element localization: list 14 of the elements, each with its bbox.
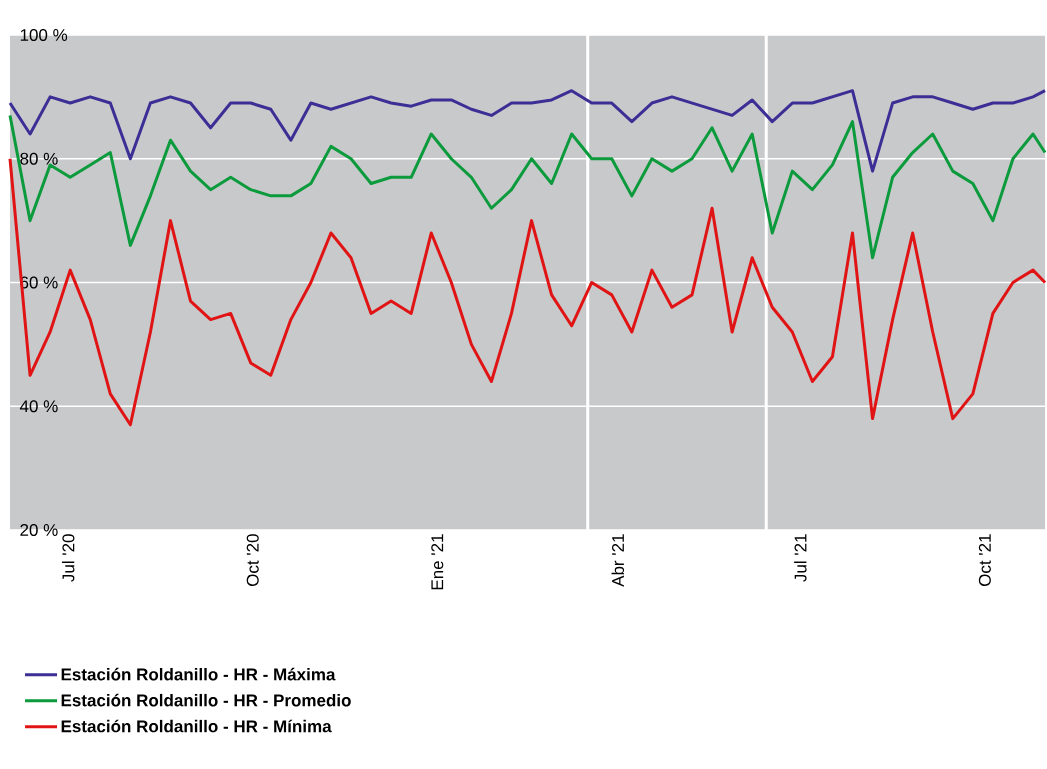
y-tick-label: 20 % [20, 523, 58, 537]
y-tick-label: 100 % [20, 28, 68, 42]
legend-label: Estación Roldanillo - HR - Máxima [61, 667, 336, 681]
y-tick-label: 80 % [20, 152, 58, 165]
x-tick-label: Jul '21 [794, 534, 807, 582]
x-tick-label: Abr '21 [611, 534, 625, 587]
y-tick-label: 40 % [19, 400, 58, 413]
legend-label: Estación Roldanillo - HR - Promedio [61, 693, 351, 707]
line-series [8, 113, 1047, 260]
x-tick-label: Ene '21 [431, 534, 444, 590]
x-tick-label: Oct '21 [978, 534, 991, 587]
x-tick-label: Jul '20 [61, 534, 75, 582]
legend-label: Estación Roldanillo - HR - Mínima [61, 719, 332, 733]
x-tick-label: Oct '20 [246, 534, 259, 587]
